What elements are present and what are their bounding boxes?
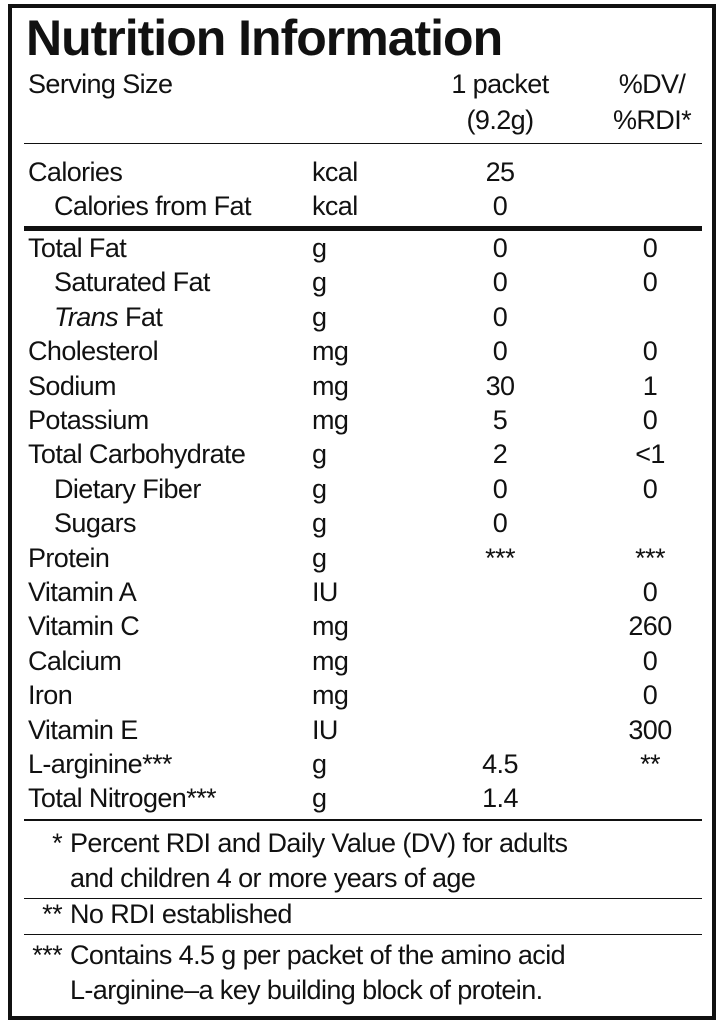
footnote-mark: *** <box>32 940 62 970</box>
nutrient-name-italic: Trans <box>54 301 119 332</box>
amount: 2 <box>492 439 508 470</box>
daily-value: 0 <box>642 473 658 504</box>
daily-value: 260 <box>628 611 672 642</box>
nutrient-name: Total Fat <box>28 233 127 263</box>
amount: 5 <box>492 405 508 435</box>
amount: 25 <box>485 157 515 187</box>
daily-value: 0 <box>642 267 658 298</box>
daily-value: 0 <box>642 336 658 367</box>
serving-size-label: Serving Size <box>28 69 173 99</box>
footnote-text: and children 4 or more years of age <box>70 863 476 893</box>
footnote-mark: * <box>52 828 63 858</box>
unit: g <box>312 233 327 263</box>
nutrient-name: Protein <box>28 542 110 573</box>
nutrient-name: Calories <box>28 157 123 187</box>
unit: kcal <box>312 191 358 222</box>
amount: 1.4 <box>482 783 518 814</box>
unit: kcal <box>312 157 358 187</box>
rule <box>24 898 702 899</box>
nutrient-name: Total Nitrogen*** <box>28 783 217 814</box>
unit: g <box>312 301 327 332</box>
daily-value: 0 <box>642 645 658 676</box>
rule <box>24 226 702 231</box>
dv-header: %DV/ <box>618 69 686 99</box>
unit: g <box>312 749 327 779</box>
nutrient-name: Calcium <box>28 645 122 676</box>
frame <box>8 4 716 1020</box>
daily-value: 0 <box>642 577 658 607</box>
dv-header: %RDI* <box>612 105 692 135</box>
daily-value: 300 <box>628 714 672 745</box>
amount: 0 <box>492 191 508 222</box>
rule <box>24 934 702 935</box>
nutrient-name: Fat <box>125 301 163 332</box>
amount: 0 <box>492 301 508 332</box>
nutrient-name: Sugars <box>54 508 137 539</box>
nutrient-name: L-arginine*** <box>28 749 172 779</box>
nutrient-name: Vitamin A <box>28 577 137 607</box>
serving-amount: (9.2g) <box>466 105 535 135</box>
unit: mg <box>312 611 349 642</box>
unit: mg <box>312 336 349 367</box>
daily-value: 0 <box>642 405 658 435</box>
footnote-text: L-arginine–a key building block of prote… <box>70 975 543 1005</box>
daily-value: 0 <box>642 233 658 263</box>
nutrient-name: Dietary Fiber <box>54 473 201 504</box>
title: Nutrition Information <box>26 10 503 66</box>
amount: 30 <box>485 370 515 401</box>
nutrient-name: Potassium <box>28 405 149 435</box>
amount: 0 <box>492 336 508 367</box>
amount: 4.5 <box>482 749 518 779</box>
amount: 0 <box>492 233 508 263</box>
nutrient-name: Calories from Fat <box>54 191 251 222</box>
amount: 0 <box>492 473 508 504</box>
footnote-text: Percent RDI and Daily Value (DV) for adu… <box>70 828 568 858</box>
unit: g <box>312 267 327 298</box>
nutrient-name: Saturated Fat <box>54 267 210 298</box>
daily-value: <1 <box>635 439 665 470</box>
unit: IU <box>312 714 338 745</box>
unit: g <box>312 473 327 504</box>
footnote-text: Contains 4.5 g per packet of the amino a… <box>70 940 566 970</box>
rule <box>24 143 702 144</box>
nutrient-name: Cholesterol <box>28 336 159 367</box>
amount: 0 <box>492 508 508 539</box>
serving-amount: 1 packet <box>451 69 549 99</box>
unit: g <box>312 439 327 470</box>
footnote-mark: ** <box>42 899 62 929</box>
unit: IU <box>312 577 338 607</box>
unit: g <box>312 508 327 539</box>
amount: 0 <box>492 267 508 298</box>
daily-value: *** <box>635 542 665 573</box>
nutrient-name: Total Carbohydrate <box>28 439 246 470</box>
rule <box>24 819 702 821</box>
nutrient-name: Iron <box>28 680 73 711</box>
unit: mg <box>312 680 349 711</box>
footnote-text: No RDI established <box>70 899 292 929</box>
unit: g <box>312 783 327 814</box>
nutrient-name: Sodium <box>28 370 117 401</box>
unit: mg <box>312 370 349 401</box>
daily-value: 0 <box>642 680 658 711</box>
unit: mg <box>312 405 349 435</box>
daily-value: 1 <box>642 370 658 401</box>
amount: *** <box>485 542 515 573</box>
nutrient-name: Vitamin E <box>28 714 138 745</box>
unit: mg <box>312 645 349 676</box>
daily-value: ** <box>640 749 660 779</box>
unit: g <box>312 542 327 573</box>
nutrient-name: Vitamin C <box>28 611 140 642</box>
